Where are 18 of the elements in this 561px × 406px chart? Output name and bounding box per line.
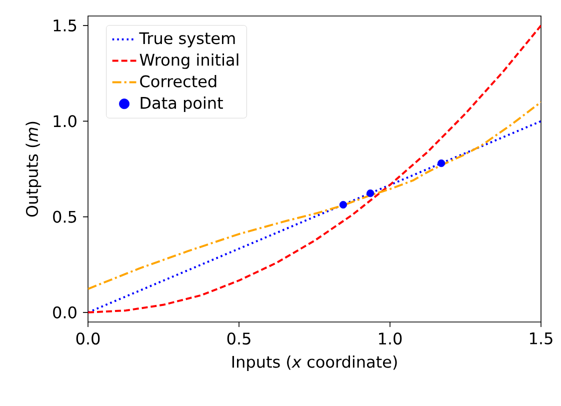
legend-label: True system [139, 32, 235, 48]
x-tick-label: 0.0 [76, 332, 100, 345]
y-axis-title: Outputs (m) [26, 122, 42, 217]
y-tick-label: 0.5 [53, 210, 76, 223]
point [366, 189, 374, 198]
legend-label: Wrong initial [140, 53, 238, 69]
x-tick-label: 1.0 [379, 332, 402, 345]
point [438, 159, 446, 168]
x-tick-label: 0.5 [227, 332, 250, 345]
y-tick-label: 0.0 [53, 306, 76, 318]
line-series [88, 24, 541, 314]
x-tick-label: 1.5 [530, 332, 552, 344]
y-tick-label: 1.0 [54, 115, 76, 128]
y-tick-label: 1.5 [54, 20, 76, 32]
legend-label: Corrected [140, 74, 216, 88]
x-axis-title: Inputs (x coordinate) [232, 355, 397, 371]
point [339, 200, 347, 209]
legend-label: Data point [140, 96, 223, 112]
